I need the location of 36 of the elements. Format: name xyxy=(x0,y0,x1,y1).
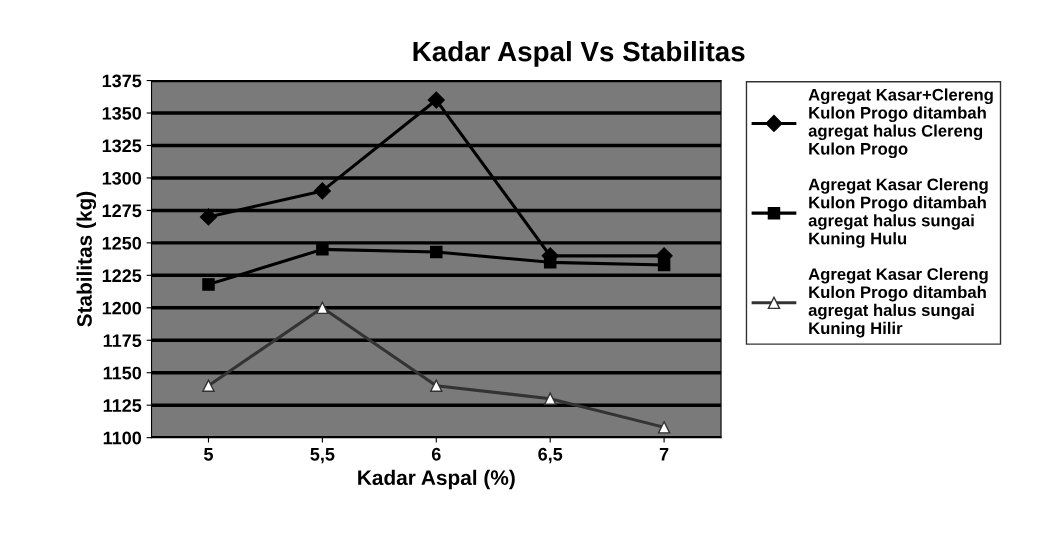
legend-label: Agregat Kasar Clereng Kulon Progo ditambah agregat halus sungai Kuning Hilir xyxy=(808,267,988,338)
x-tick-label: 5 xyxy=(204,448,213,461)
point xyxy=(313,182,331,200)
y-tick-label: 1100 xyxy=(103,431,142,445)
y-tick-label: 1300 xyxy=(102,171,142,185)
point xyxy=(543,392,557,405)
x-axis-title: Kadar Aspal (%) xyxy=(358,469,515,490)
point xyxy=(316,243,329,256)
legend-label: Agregat Kasar Clereng Kulon Progo ditambah agregat halus sungai Kuning Hulu xyxy=(808,178,988,248)
x-tick-label: 6 xyxy=(431,447,441,461)
point xyxy=(202,278,215,291)
chart-title: Kadar Aspal Vs Stabilitas xyxy=(413,40,745,67)
x-tick-label: 6,5 xyxy=(538,447,563,464)
point xyxy=(427,91,445,109)
y-tick-label: 1175 xyxy=(103,334,142,347)
x-tick-label: 7 xyxy=(659,448,669,461)
point xyxy=(202,379,215,392)
y-tick-label: 1250 xyxy=(102,236,142,250)
point xyxy=(657,421,671,434)
y-tick-label: 1350 xyxy=(102,106,142,120)
legend-label: Agregat Kasar+Clereng Kulon Progo ditambah agregat halus Clereng Kulon Progo xyxy=(808,88,993,159)
y-tick-label: 1375 xyxy=(102,74,142,88)
y-axis-title: Stabilitas (kg) xyxy=(76,191,97,327)
y-tick-label: 1150 xyxy=(103,366,142,380)
point xyxy=(430,379,443,392)
y-tick-label: 1125 xyxy=(103,399,142,412)
point xyxy=(430,245,443,259)
point xyxy=(657,258,671,272)
y-tick-label: 1275 xyxy=(102,204,142,218)
point xyxy=(316,301,329,315)
x-tick-label: 5,5 xyxy=(310,448,335,464)
point xyxy=(543,256,557,269)
y-tick-label: 1325 xyxy=(102,139,142,153)
y-tick-label: 1200 xyxy=(102,301,142,315)
y-tick-label: 1225 xyxy=(102,269,142,283)
point xyxy=(199,208,218,226)
